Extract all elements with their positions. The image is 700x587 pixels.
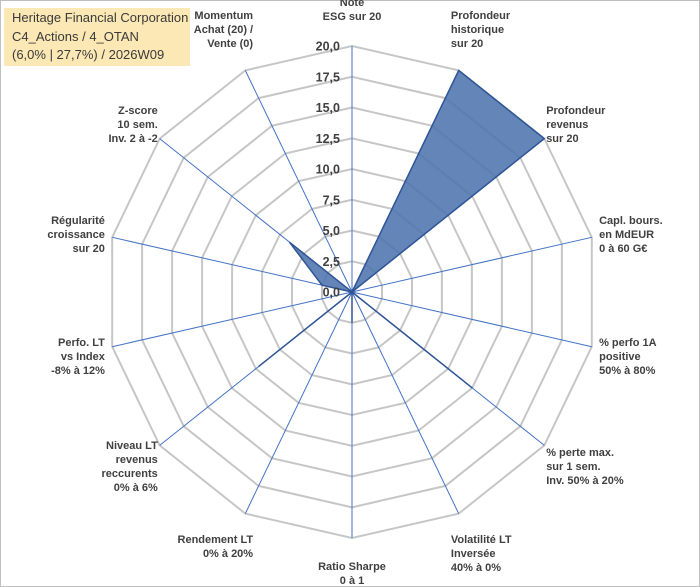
- spoke-8: [244, 291, 353, 514]
- axis-label-line: en MdEUR: [599, 229, 654, 241]
- axis-label-12: Z-score 10 sem. Inv. 2 à -2: [108, 105, 157, 145]
- axis-label-line: revenus: [546, 119, 588, 131]
- axis-label-line: sur 20: [546, 133, 578, 145]
- axis-label-10: Perfo. LT vs Index -8% à 12%: [51, 337, 106, 377]
- axis-label-line: croissance: [47, 229, 104, 241]
- axis-label-line: Inv. 2 à -2: [108, 133, 157, 145]
- axis-label-line: 0 à 1: [340, 575, 364, 587]
- axis-label-line: Note: [340, 0, 364, 9]
- tick-label: 7,5: [323, 193, 340, 207]
- axis-label-6: Volatilité LT Inversée 40% à 0%: [451, 534, 512, 574]
- axis-label-line: % perfo 1A: [599, 337, 657, 349]
- axis-label-line: 10 sem.: [117, 119, 157, 131]
- axis-label-9: Niveau LT revenus reccurents 0% à 6%: [102, 440, 159, 494]
- axis-label-8: Rendement LT 0% à 20%: [178, 534, 254, 560]
- axis-label-line: ESG sur 20: [323, 11, 382, 23]
- tick-label: 5,0: [323, 224, 340, 238]
- axis-label-line: Niveau LT: [106, 440, 158, 452]
- axis-label-line: Ratio Sharpe: [318, 561, 386, 573]
- axis-label-line: -8% à 12%: [51, 365, 105, 377]
- axis-label-0: Note ESG sur 20: [323, 0, 382, 23]
- axis-label-line: Profondeur: [546, 105, 606, 117]
- axis-label-line: Régularité: [51, 215, 105, 227]
- axis-label-line: 50% à 80%: [599, 365, 655, 377]
- axis-label-line: Vente (0): [207, 38, 253, 50]
- axis-label-2: Profondeur revenus sur 20: [546, 105, 606, 145]
- radar-series: [258, 69, 546, 389]
- axis-label-line: reccurents: [102, 468, 158, 480]
- axis-label-3: Capl. bours. en MdEUR 0 à 60 G€: [599, 215, 663, 255]
- axis-label-7: Ratio Sharpe 0 à 1: [318, 561, 386, 587]
- axis-label-line: Volatilité LT: [451, 534, 512, 546]
- chart-title-category: C4_Actions / 4_OTAN: [12, 29, 139, 44]
- axis-label-line: Capl. bours.: [599, 215, 663, 227]
- axis-label-line: 0% à 20%: [203, 548, 253, 560]
- axis-label-5: % perte max. sur 1 sem. Inv. 50% à 20%: [546, 447, 624, 487]
- axis-label-4: % perfo 1A positive 50% à 80%: [599, 337, 657, 377]
- spoke-6: [351, 291, 460, 514]
- tick-label: 17,5: [316, 70, 340, 84]
- spoke-4: [351, 291, 592, 348]
- axis-label-line: positive: [599, 351, 641, 363]
- tick-label: 15,0: [316, 101, 340, 115]
- axis-label-line: historique: [451, 24, 504, 36]
- axis-label-1: Profondeur historique sur 20: [451, 10, 511, 50]
- chart-title-company: Heritage Financial Corporation: [12, 10, 189, 25]
- axis-label-line: Rendement LT: [178, 534, 254, 546]
- series-area: [258, 69, 546, 389]
- tick-label: 2,5: [323, 255, 340, 269]
- axis-label-line: sur 20: [451, 38, 483, 50]
- tick-label: 10,0: [316, 163, 340, 177]
- radar-tick-labels: 0,0 2,5 5,0 7,5 10,0 12,5 15,0 17,5 20,0: [316, 40, 340, 300]
- axis-label-line: revenus: [116, 454, 158, 466]
- spoke-10: [112, 291, 353, 348]
- axis-label-line: 0% à 6%: [114, 482, 158, 494]
- axis-label-line: Perfo. LT: [58, 337, 105, 349]
- axis-label-line: 40% à 0%: [451, 562, 501, 574]
- spoke-3: [351, 236, 592, 293]
- axis-label-line: Inversée: [451, 548, 496, 560]
- axis-label-line: Profondeur: [451, 10, 511, 22]
- axis-label-line: 0 à 60 G€: [599, 243, 647, 255]
- spoke-11: [112, 236, 353, 293]
- spoke-13: [244, 70, 353, 293]
- tick-label: 12,5: [316, 132, 340, 146]
- axis-label-line: Inv. 50% à 20%: [546, 475, 624, 487]
- axis-label-line: Achat (20) /: [194, 24, 253, 36]
- axis-label-line: vs Index: [61, 351, 106, 363]
- axis-label-line: % perte max.: [546, 447, 614, 459]
- tick-label: 0,0: [323, 286, 340, 300]
- axis-label-line: sur 20: [72, 243, 104, 255]
- chart-title-stats: (6,0% | 27,7%) / 2026W09: [12, 47, 165, 62]
- radar-axis-labels: Note ESG sur 20 Profondeur historique sur 20…: [47, 0, 662, 587]
- axis-label-13: Momentum Achat (20) / Vente (0): [194, 10, 254, 50]
- axis-label-line: Z-score: [118, 105, 158, 117]
- tick-label: 20,0: [316, 40, 340, 54]
- axis-label-line: sur 1 sem.: [546, 461, 600, 473]
- chart-title-box: Heritage Financial Corporation C4_Action…: [4, 8, 190, 66]
- axis-label-11: Régularité croissance sur 20: [47, 215, 104, 255]
- axis-label-line: Momentum: [194, 10, 253, 22]
